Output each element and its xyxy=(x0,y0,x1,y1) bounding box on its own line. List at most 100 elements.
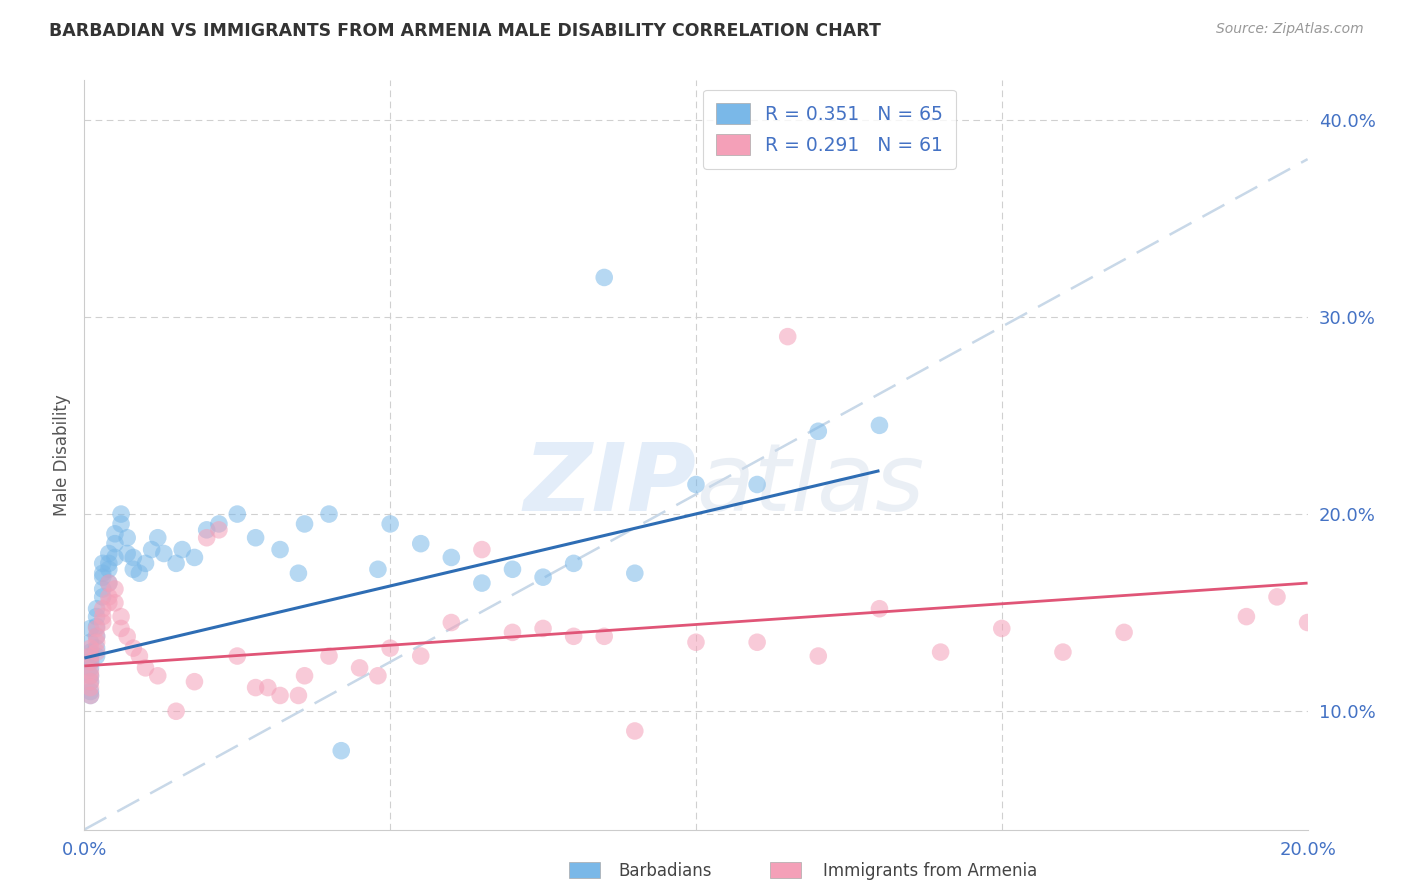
Point xyxy=(104,596,127,610)
Point xyxy=(991,622,1014,636)
Point xyxy=(1052,645,1074,659)
Point xyxy=(562,629,585,643)
Point xyxy=(97,576,120,591)
Point xyxy=(165,557,187,571)
Point xyxy=(195,523,218,537)
Point xyxy=(91,609,114,624)
Point xyxy=(747,635,769,649)
Point xyxy=(245,681,267,695)
Point xyxy=(330,744,353,758)
Point xyxy=(86,601,108,615)
Point xyxy=(86,629,108,643)
Point xyxy=(115,629,138,643)
Point xyxy=(79,622,101,636)
Point xyxy=(624,566,647,581)
Text: atlas: atlas xyxy=(696,440,924,531)
Point xyxy=(104,536,127,550)
Point xyxy=(104,526,127,541)
Point xyxy=(97,590,120,604)
Point xyxy=(869,601,891,615)
Point xyxy=(409,648,432,663)
Point xyxy=(807,424,830,438)
Point xyxy=(79,689,101,703)
Point xyxy=(685,635,707,649)
Point xyxy=(115,531,138,545)
Point xyxy=(86,648,108,663)
Point xyxy=(440,615,463,630)
Point xyxy=(1296,615,1319,630)
Text: Immigrants from Armenia: Immigrants from Armenia xyxy=(823,863,1036,880)
Point xyxy=(502,625,524,640)
Point xyxy=(294,669,316,683)
Point xyxy=(79,681,101,695)
Point xyxy=(869,418,891,433)
Text: BARBADIAN VS IMMIGRANTS FROM ARMENIA MALE DISABILITY CORRELATION CHART: BARBADIAN VS IMMIGRANTS FROM ARMENIA MAL… xyxy=(49,22,882,40)
Point xyxy=(97,557,120,571)
Point xyxy=(1236,609,1258,624)
Point xyxy=(318,507,340,521)
Point xyxy=(685,477,707,491)
FancyBboxPatch shape xyxy=(770,862,801,878)
Point xyxy=(1265,590,1288,604)
Point xyxy=(110,507,132,521)
Point xyxy=(1114,625,1136,640)
Point xyxy=(208,523,231,537)
Point xyxy=(141,542,163,557)
Text: ZIP: ZIP xyxy=(523,439,696,531)
Point xyxy=(91,615,114,630)
Point xyxy=(97,576,120,591)
Point xyxy=(79,684,101,698)
Point xyxy=(747,477,769,491)
Point xyxy=(269,542,291,557)
Point xyxy=(128,648,150,663)
Point xyxy=(91,601,114,615)
Point xyxy=(380,641,402,656)
Point xyxy=(269,689,291,703)
Point xyxy=(79,669,101,683)
Point xyxy=(86,629,108,643)
Point xyxy=(79,689,101,703)
Point xyxy=(593,629,616,643)
Point xyxy=(86,622,108,636)
Point xyxy=(110,609,132,624)
Point xyxy=(86,641,108,656)
Point xyxy=(110,622,132,636)
Point xyxy=(91,582,114,596)
Point xyxy=(531,570,554,584)
Point xyxy=(183,674,205,689)
Y-axis label: Male Disability: Male Disability xyxy=(53,394,72,516)
Point xyxy=(104,550,127,565)
Point xyxy=(287,689,309,703)
Point xyxy=(135,661,157,675)
Point xyxy=(91,557,114,571)
Point xyxy=(79,641,101,656)
Point xyxy=(153,547,176,561)
Point xyxy=(79,648,101,663)
Point xyxy=(146,531,169,545)
Point xyxy=(502,562,524,576)
Point xyxy=(593,270,616,285)
Point xyxy=(471,576,494,591)
Point xyxy=(86,645,108,659)
Point xyxy=(367,562,389,576)
Point xyxy=(79,674,101,689)
Point xyxy=(318,648,340,663)
Point xyxy=(104,582,127,596)
Point xyxy=(91,566,114,581)
Point xyxy=(195,531,218,545)
Point xyxy=(226,507,249,521)
FancyBboxPatch shape xyxy=(569,862,600,878)
Point xyxy=(776,329,799,343)
Point xyxy=(79,635,101,649)
Point xyxy=(367,669,389,683)
Point xyxy=(110,516,132,531)
Point xyxy=(97,547,120,561)
Point xyxy=(79,669,101,683)
Point xyxy=(86,609,108,624)
Point xyxy=(91,590,114,604)
Point xyxy=(294,516,316,531)
Point xyxy=(135,557,157,571)
Point xyxy=(79,665,101,679)
Point xyxy=(624,723,647,738)
Point xyxy=(531,622,554,636)
